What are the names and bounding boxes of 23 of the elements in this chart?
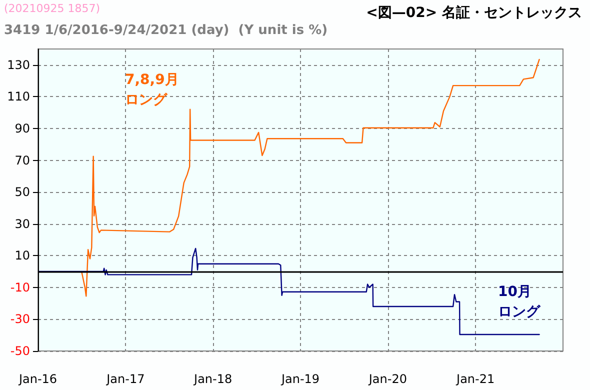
y-tick-label: 10 [14,248,30,263]
text: (20210925 1857) [4,2,100,15]
x-tick-label: Jan-17 [106,372,145,386]
y-tick-label: 50 [14,185,30,200]
y-tick-label: -30 [10,312,30,326]
y-tick-label: -10 [10,280,30,294]
chart-subtitle: <図—02> 名証・セントレックス [366,4,582,21]
line-series [38,248,540,336]
x-tick-label: Jan-18 [193,372,232,386]
line-series [80,58,540,297]
y-tick-label: 30 [14,216,30,231]
y-tick-label: 90 [14,121,30,136]
chart-title: 3419 1/6/2016-9/24/2021 (day) (Y unit is %) [4,23,328,38]
y-tick-label: -50 [10,344,30,358]
x-tick-label: Jan-19 [280,372,320,386]
y-tick-label: 70 [14,153,30,168]
y-tick-label: 130 [7,58,30,72]
x-tick-label: Jan-20 [368,372,407,386]
series-label: 7,8,9月ロング [125,72,179,108]
x-tick-label: Jan-21 [456,372,495,386]
x-tick-label: Jan-16 [18,372,58,386]
series-label: 10月ロング [498,284,541,320]
y-tick-label: 110 [7,90,30,104]
